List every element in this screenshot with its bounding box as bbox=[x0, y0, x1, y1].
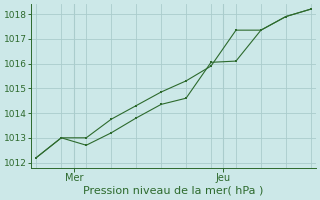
X-axis label: Pression niveau de la mer( hPa ): Pression niveau de la mer( hPa ) bbox=[84, 186, 264, 196]
